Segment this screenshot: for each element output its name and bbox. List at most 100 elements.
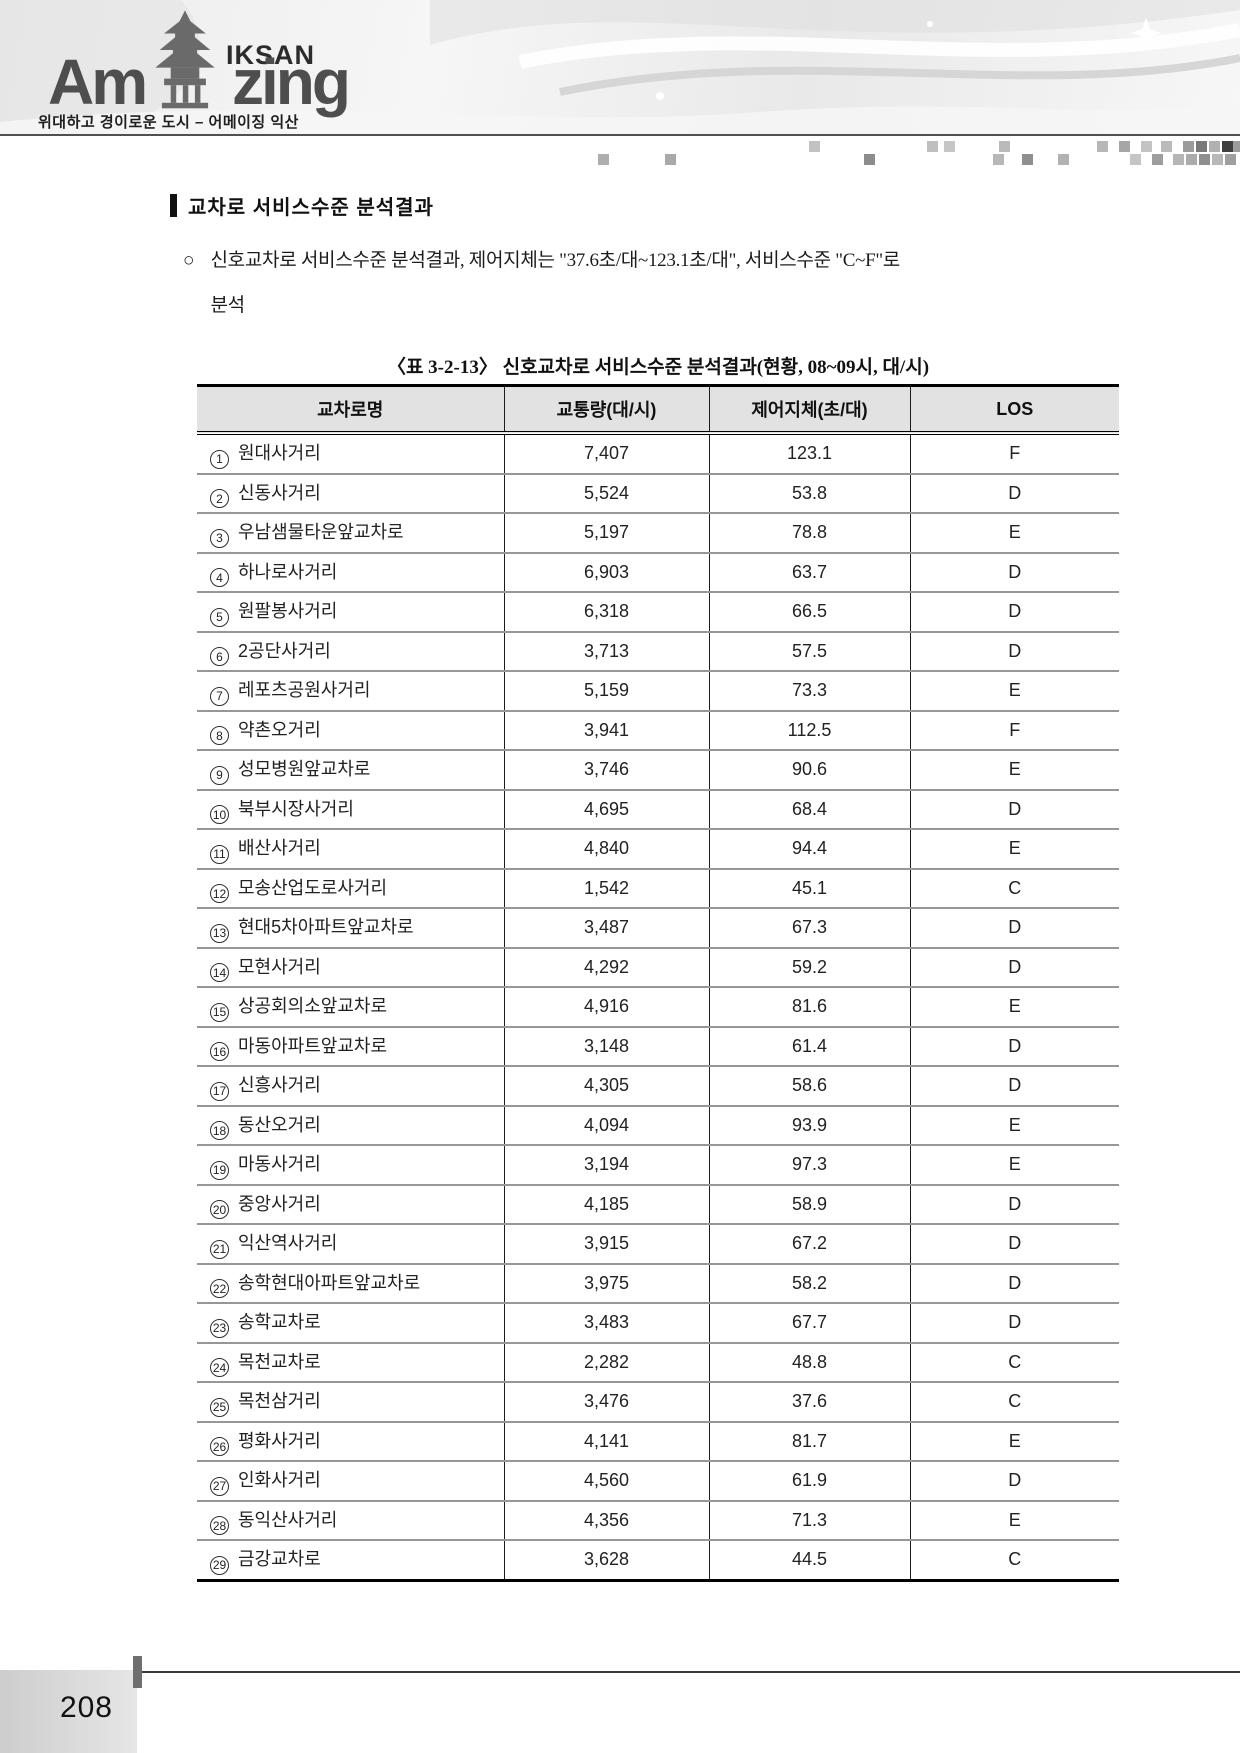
- circled-number: 1: [210, 449, 229, 469]
- cell-traffic-volume: 7,407: [503, 433, 709, 475]
- cell-control-delay: 58.6: [708, 1066, 910, 1107]
- table-row: 23 송학교차로 3,483 67.7 D: [197, 1303, 1119, 1344]
- title-bar-icon: [170, 194, 177, 217]
- table-row: 14 모현사거리 4,292 59.2 D: [197, 947, 1119, 988]
- cell-traffic-volume: 4,185: [503, 1184, 709, 1225]
- cell-traffic-volume: 6,903: [503, 552, 709, 593]
- circled-number: 4: [210, 568, 229, 587]
- deco-square: [665, 154, 676, 165]
- cell-control-delay: 45.1: [708, 868, 910, 909]
- cell-traffic-volume: 3,483: [503, 1303, 709, 1344]
- table-row: 7 레포츠공원사거리 5,159 73.3 E: [197, 671, 1119, 712]
- cell-los: D: [909, 1026, 1119, 1067]
- table-row: 29 금강교차로 3,628 44.5 C: [197, 1540, 1119, 1581]
- cell-control-delay: 112.5: [708, 710, 910, 751]
- circled-number: 25: [210, 1397, 229, 1417]
- deco-square: [1199, 154, 1210, 165]
- cell-los: D: [909, 1184, 1119, 1225]
- cell-traffic-volume: 4,305: [503, 1066, 709, 1107]
- bullet-line-2: 분석: [210, 295, 245, 316]
- table-row: 6 2공단사거리 3,713 57.5 D: [197, 631, 1119, 672]
- cell-control-delay: 61.4: [708, 1026, 910, 1067]
- cell-los: E: [909, 1105, 1119, 1146]
- cell-intersection-name: 21 익산역사거리: [197, 1224, 504, 1265]
- cell-traffic-volume: 4,292: [503, 947, 709, 988]
- table-row: 21 익산역사거리 3,915 67.2 D: [197, 1224, 1119, 1265]
- cell-intersection-name: 22 송학현대아파트앞교차로: [197, 1263, 504, 1304]
- cell-traffic-volume: 3,941: [503, 710, 709, 751]
- table-row: 4 하나로사거리 6,903 63.7 D: [197, 552, 1119, 593]
- table-row: 9 성모병원앞교차로 3,746 90.6 E: [197, 750, 1119, 791]
- cell-traffic-volume: 4,560: [503, 1461, 709, 1502]
- table-row: 5 원팔봉사거리 6,318 66.5 D: [197, 592, 1119, 633]
- circled-number: 2: [210, 489, 229, 508]
- circled-number: 29: [210, 1555, 229, 1575]
- cell-los: D: [909, 947, 1119, 988]
- cell-traffic-volume: 3,148: [503, 1026, 709, 1067]
- circled-number: 19: [210, 1160, 229, 1180]
- circled-number: 14: [210, 963, 229, 982]
- logo-tagline: 위대하고 경이로운 도시 – 어메이징 익산: [38, 114, 299, 131]
- section-title-text: 교차로 서비스수준 분석결과: [188, 197, 434, 219]
- cell-control-delay: 48.8: [708, 1342, 910, 1383]
- cell-control-delay: 67.3: [708, 908, 910, 949]
- cell-control-delay: 81.7: [708, 1421, 910, 1462]
- cell-control-delay: 63.7: [708, 552, 910, 593]
- circled-number: 11: [210, 844, 229, 864]
- circled-number: 28: [210, 1516, 229, 1535]
- cell-traffic-volume: 4,356: [503, 1500, 709, 1541]
- cell-intersection-name: 24 목천교차로: [197, 1342, 504, 1383]
- cell-intersection-name: 12 모송산업도로사거리: [197, 868, 504, 909]
- table-caption: 〈표 3-2-13〉 신호교차로 서비스수준 분석결과(현황, 08~09시, …: [386, 357, 930, 378]
- cell-control-delay: 94.4: [708, 829, 910, 870]
- cell-los: C: [909, 1342, 1119, 1383]
- cell-los: D: [909, 1224, 1119, 1265]
- table-row: 15 상공회의소앞교차로 4,916 81.6 E: [197, 987, 1119, 1028]
- cell-control-delay: 78.8: [708, 513, 910, 554]
- cell-traffic-volume: 4,695: [503, 789, 709, 830]
- cell-los: D: [909, 552, 1119, 593]
- cell-los: E: [909, 1500, 1119, 1541]
- cell-traffic-volume: 2,282: [503, 1342, 709, 1383]
- cell-intersection-name: 23 송학교차로: [197, 1303, 504, 1344]
- cell-los: E: [909, 1145, 1119, 1186]
- table-row: 24 목천교차로 2,282 48.8 C: [197, 1342, 1119, 1383]
- table-row: 17 신흥사거리 4,305 58.6 D: [197, 1066, 1119, 1107]
- deco-square: [999, 141, 1010, 152]
- cell-intersection-name: 29 금강교차로: [197, 1540, 504, 1581]
- circled-number: 13: [210, 923, 229, 943]
- deco-square: [1173, 154, 1184, 165]
- cell-traffic-volume: 3,476: [503, 1382, 709, 1423]
- cell-traffic-volume: 5,524: [503, 473, 709, 514]
- cell-los: C: [909, 1540, 1119, 1581]
- cell-control-delay: 37.6: [708, 1382, 910, 1423]
- cell-intersection-name: 11 배산사거리: [197, 829, 504, 870]
- circled-number: 9: [210, 765, 229, 785]
- table-row: 28 동익산사거리 4,356 71.3 E: [197, 1500, 1119, 1541]
- deco-square: [1233, 141, 1240, 152]
- circled-number: 22: [210, 1279, 229, 1298]
- cell-control-delay: 57.5: [708, 631, 910, 672]
- table-row: 11 배산사거리 4,840 94.4 E: [197, 829, 1119, 870]
- circled-number: 18: [210, 1121, 229, 1140]
- cell-traffic-volume: 3,713: [503, 631, 709, 672]
- circled-number: 26: [210, 1437, 229, 1456]
- deco-square: [1183, 141, 1194, 152]
- circled-number: 27: [210, 1476, 229, 1496]
- page-number-box: 208: [0, 1670, 137, 1753]
- cell-traffic-volume: 6,318: [503, 592, 709, 633]
- cell-los: E: [909, 750, 1119, 791]
- cell-traffic-volume: 3,746: [503, 750, 709, 791]
- cell-intersection-name: 13 현대5차아파트앞교차로: [197, 908, 504, 949]
- circled-number: 20: [210, 1200, 229, 1219]
- cell-los: E: [909, 829, 1119, 870]
- cell-intersection-name: 2 신동사거리: [197, 473, 504, 514]
- cell-control-delay: 53.8: [708, 473, 910, 514]
- deco-square: [598, 154, 609, 165]
- circled-number: 21: [210, 1239, 229, 1259]
- table-row: 1 원대사거리 7,407 123.1 F: [197, 433, 1119, 475]
- cell-los: C: [909, 868, 1119, 909]
- cell-control-delay: 81.6: [708, 987, 910, 1028]
- cell-traffic-volume: 4,916: [503, 987, 709, 1028]
